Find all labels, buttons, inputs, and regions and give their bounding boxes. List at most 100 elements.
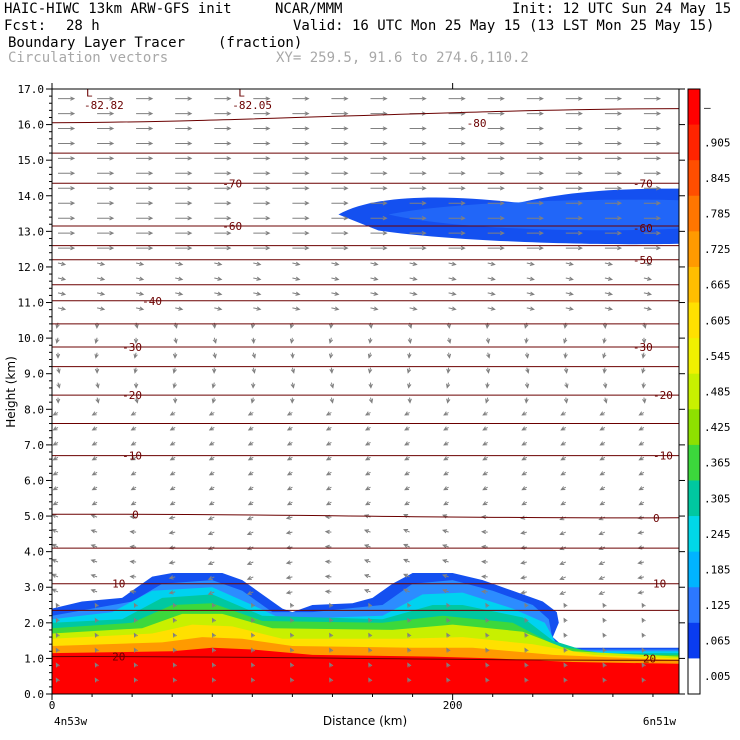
overlay-name: Circulation vectors bbox=[8, 50, 169, 66]
vector-arrow-507 bbox=[487, 215, 505, 221]
vector-arrow-274 bbox=[130, 426, 137, 431]
vector-arrow-368 bbox=[55, 337, 60, 344]
vector-arrow-27 bbox=[485, 662, 490, 668]
vector-arrow-212 bbox=[208, 486, 215, 491]
vector-arrow-563 bbox=[175, 156, 193, 161]
vector-arrow-223 bbox=[638, 486, 645, 491]
vector-arrow-363 bbox=[486, 352, 491, 359]
vector-arrow-581 bbox=[253, 141, 271, 146]
vector-arrow-253 bbox=[560, 456, 567, 461]
vector-arrow-70 bbox=[290, 617, 295, 623]
vector-arrow-590 bbox=[604, 141, 623, 146]
vector-arrow-522 bbox=[448, 201, 466, 206]
vector-arrow-133 bbox=[246, 560, 254, 565]
vector-arrow-431 bbox=[643, 291, 653, 296]
vector-arrow-12 bbox=[524, 677, 529, 683]
vector-arrow-402 bbox=[135, 306, 145, 311]
vector-arrow-124 bbox=[520, 575, 527, 580]
vector-arrow-313 bbox=[407, 397, 412, 404]
vector-arrow-562 bbox=[136, 156, 154, 161]
vector-arrow-215 bbox=[325, 486, 332, 491]
vector-arrow-472 bbox=[370, 245, 388, 251]
vector-arrow-198 bbox=[286, 501, 293, 506]
vector-arrow-77 bbox=[563, 617, 568, 623]
vector-arrow-205 bbox=[560, 501, 567, 506]
vector-arrow-268 bbox=[521, 441, 528, 446]
x-tick-label-1: 200 bbox=[443, 699, 463, 712]
vector-arrow-25 bbox=[407, 662, 412, 668]
vector-arrow-539 bbox=[487, 186, 505, 191]
vector-arrow-202 bbox=[443, 501, 449, 506]
vector-arrow-40 bbox=[368, 647, 373, 653]
x-axis-title: Distance (km) bbox=[323, 714, 407, 728]
vector-arrow-66 bbox=[133, 617, 138, 623]
colorbar-swatch-13 bbox=[688, 551, 700, 588]
vector-arrow-565 bbox=[253, 156, 271, 161]
vector-arrow-345 bbox=[406, 367, 412, 374]
vector-arrow-129 bbox=[90, 559, 98, 564]
vector-arrow-104 bbox=[363, 589, 371, 594]
vector-arrow-448 bbox=[57, 261, 67, 266]
vector-arrow-196 bbox=[208, 501, 215, 506]
vector-arrow-361 bbox=[407, 352, 412, 359]
upper-tracer-core bbox=[388, 199, 679, 231]
contour-label--70: -70 bbox=[222, 177, 242, 190]
vector-arrow-608 bbox=[58, 111, 76, 116]
vector-arrow-564 bbox=[214, 156, 232, 161]
vector-arrow-136 bbox=[363, 559, 371, 564]
vector-arrow-605 bbox=[565, 126, 583, 131]
contour--40 bbox=[51, 300, 680, 302]
vector-arrow-301 bbox=[560, 411, 567, 416]
vector-arrow-371 bbox=[173, 337, 178, 344]
vector-arrow-325 bbox=[251, 382, 256, 389]
vector-arrow-337 bbox=[94, 367, 100, 374]
vector-arrow-500 bbox=[214, 215, 232, 221]
vector-arrow-597 bbox=[253, 126, 271, 131]
vector-arrow-545 bbox=[97, 171, 115, 176]
vector-arrow-182 bbox=[285, 515, 293, 520]
vector-arrow-613 bbox=[253, 111, 271, 116]
vector-arrow-444 bbox=[526, 276, 535, 281]
vector-arrow-36 bbox=[211, 647, 217, 653]
vector-arrow-465 bbox=[97, 245, 115, 251]
vector-arrow-127 bbox=[637, 575, 645, 580]
vector-arrow-278 bbox=[286, 426, 293, 431]
vector-arrow-609 bbox=[97, 111, 115, 116]
vector-arrow-243 bbox=[169, 456, 176, 461]
init-time: Init: 12 UTC Sun 24 May 15 bbox=[512, 1, 732, 17]
vector-arrow-193 bbox=[91, 501, 98, 506]
vector-arrow-569 bbox=[409, 156, 427, 161]
vector-arrow-631 bbox=[331, 96, 349, 101]
xy-coords: XY= 259.5, 91.6 to 274.6,110.2 bbox=[276, 50, 529, 66]
vector-arrow-496 bbox=[58, 215, 76, 221]
vector-arrow-249 bbox=[404, 456, 410, 461]
vector-arrow-11 bbox=[485, 677, 490, 683]
vector-arrow-463 bbox=[643, 261, 653, 266]
contour-side-label-6: -10 bbox=[653, 450, 673, 463]
vector-arrow-95 bbox=[641, 602, 646, 608]
vector-arrow-24 bbox=[368, 662, 373, 668]
vector-arrow-419 bbox=[175, 291, 184, 296]
vector-arrow-237 bbox=[560, 471, 567, 476]
plot-frame bbox=[51, 88, 680, 695]
vector-arrow-292 bbox=[208, 411, 215, 416]
vector-arrow-366 bbox=[602, 352, 607, 359]
vector-arrow-479 bbox=[643, 245, 662, 251]
vector-arrow-583 bbox=[331, 141, 349, 146]
vector-arrow-523 bbox=[487, 201, 505, 206]
contour-side-label-1: -82.05 bbox=[232, 99, 272, 112]
contour-side-label-8: 10 bbox=[653, 578, 666, 591]
vector-arrow-413 bbox=[565, 306, 574, 311]
y-tick-label-8: 8.0 bbox=[24, 403, 44, 416]
vector-arrow-330 bbox=[446, 382, 451, 389]
vector-arrow-83 bbox=[172, 602, 177, 608]
vector-arrow-197 bbox=[247, 501, 254, 506]
y-tick-label-9: 9.0 bbox=[24, 368, 44, 381]
vector-arrow-303 bbox=[638, 411, 645, 416]
vector-arrow-567 bbox=[331, 156, 349, 161]
vector-arrow-508 bbox=[526, 215, 544, 221]
vector-arrow-573 bbox=[565, 156, 583, 161]
vector-arrow-224 bbox=[52, 471, 59, 476]
vector-arrow-254 bbox=[599, 456, 606, 461]
vector-arrow-200 bbox=[365, 501, 371, 506]
